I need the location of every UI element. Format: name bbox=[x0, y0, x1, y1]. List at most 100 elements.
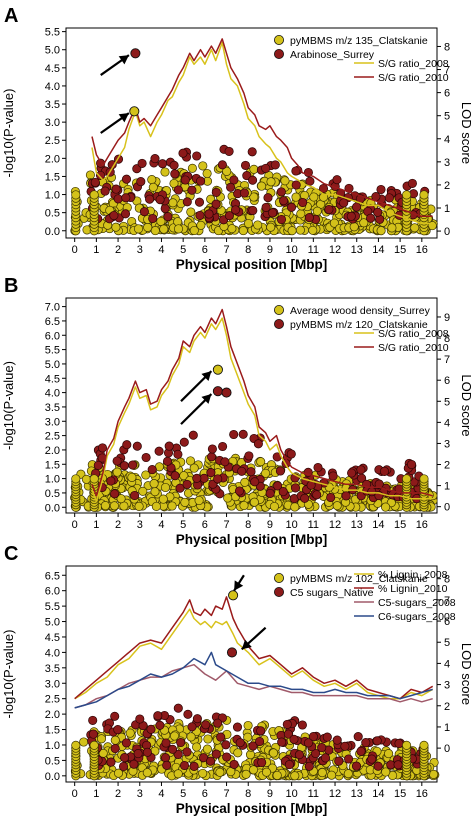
legend-line-label: S/G ratio_2008 bbox=[378, 328, 449, 340]
red-point bbox=[154, 446, 164, 456]
legend-line-label: S/G ratio_2010 bbox=[378, 342, 449, 354]
series-line-0 bbox=[91, 317, 433, 503]
x-tick-label: 10 bbox=[286, 788, 298, 800]
red-point bbox=[351, 761, 362, 771]
yellow-point bbox=[202, 744, 212, 754]
red-point bbox=[173, 185, 183, 195]
y-tick-label: 5.5 bbox=[45, 345, 60, 357]
yellow-point bbox=[312, 206, 322, 216]
y-tick-label: 1.0 bbox=[45, 190, 60, 202]
red-point bbox=[237, 466, 247, 476]
yellow-point bbox=[349, 222, 359, 232]
red-point bbox=[162, 456, 173, 466]
red-point bbox=[110, 743, 120, 754]
y-axis-label: -log10(P-value) bbox=[1, 361, 16, 450]
legend-marker bbox=[273, 49, 284, 60]
x-tick-label: 14 bbox=[372, 244, 384, 256]
red-point bbox=[290, 483, 301, 493]
highlight-point-1 bbox=[226, 647, 238, 658]
chart-panel-b: B0 1 2 3 4 5 6 7 8 9 10 11 12 13 14 15 160.00.51.01.52.0… bbox=[1, 275, 472, 547]
arrow-head bbox=[234, 580, 244, 591]
red-point bbox=[135, 714, 145, 724]
red-point bbox=[328, 471, 338, 481]
red-point bbox=[384, 193, 394, 203]
arrow-head bbox=[118, 113, 129, 123]
red-point bbox=[109, 210, 119, 221]
plot-frame bbox=[65, 565, 438, 783]
red-point bbox=[218, 441, 228, 452]
series-line-0 bbox=[91, 41, 433, 225]
chart-panel-c: C0 1 2 3 4 5 6 7 8 9 10 11 12 13 14 15 160.00.51.01.52.0… bbox=[1, 543, 472, 816]
y-tick-label: 0.5 bbox=[45, 208, 60, 220]
red-point bbox=[90, 177, 100, 187]
y-tick-label: 5.0 bbox=[45, 45, 60, 57]
yellow-point bbox=[266, 177, 276, 187]
y-tick-label: 2.0 bbox=[45, 445, 60, 457]
yellow-point bbox=[148, 182, 158, 192]
legend-line-label: S/G ratio_2010 bbox=[378, 72, 449, 84]
y-right-tick-label: 5 bbox=[444, 396, 450, 408]
red-point bbox=[279, 196, 289, 206]
x-tick-label: 5 bbox=[180, 244, 186, 256]
series-line-1 bbox=[74, 596, 434, 700]
yellow-point bbox=[295, 225, 305, 235]
y-tick-label: 0.5 bbox=[45, 755, 60, 767]
red-point bbox=[111, 184, 121, 194]
yellow-point bbox=[223, 493, 233, 503]
red-point bbox=[250, 477, 260, 487]
annotation-arrow-0 bbox=[180, 370, 213, 402]
y-tick-label: 0.5 bbox=[45, 488, 60, 500]
red-point bbox=[366, 213, 376, 223]
red-point bbox=[169, 160, 179, 170]
annotation-arrow-0 bbox=[233, 574, 245, 592]
x-tick-label: 1 bbox=[93, 788, 99, 800]
red-point bbox=[106, 476, 116, 486]
red-point bbox=[207, 444, 217, 454]
yellow-point bbox=[419, 474, 429, 484]
red-point bbox=[142, 747, 152, 757]
red-point bbox=[229, 429, 239, 440]
yellow-point bbox=[280, 176, 290, 186]
x-tick-label: 10 bbox=[286, 519, 298, 531]
red-point bbox=[121, 738, 131, 748]
yellow-point bbox=[141, 470, 151, 480]
red-point bbox=[322, 732, 332, 742]
red-point bbox=[226, 182, 236, 192]
red-point bbox=[256, 726, 266, 736]
yellow-point bbox=[79, 737, 89, 747]
red-point bbox=[244, 451, 254, 461]
legend-marker bbox=[273, 304, 284, 315]
y-tick-label: 3.5 bbox=[45, 402, 60, 414]
y-tick-label: 1.0 bbox=[45, 474, 60, 486]
red-point bbox=[277, 737, 287, 747]
red-point bbox=[121, 193, 131, 203]
red-point bbox=[393, 760, 403, 770]
x-tick-label: 14 bbox=[372, 519, 384, 531]
red-point bbox=[173, 749, 183, 759]
yellow-point bbox=[384, 749, 394, 759]
y-tick-label: 6.0 bbox=[45, 330, 60, 342]
red-point bbox=[93, 460, 103, 470]
red-point bbox=[204, 209, 214, 219]
legend-point-label: Average wood density_Surrey bbox=[290, 305, 431, 317]
yellow-point bbox=[243, 218, 254, 229]
red-point bbox=[224, 146, 234, 156]
yellow-point bbox=[138, 486, 148, 496]
yellow-point bbox=[186, 207, 196, 217]
y-right-tick-label: 1 bbox=[444, 722, 450, 734]
x-tick-label: 15 bbox=[394, 788, 406, 800]
y-right-tick-label: 2 bbox=[444, 701, 450, 713]
x-tick-label: 16 bbox=[416, 519, 428, 531]
yellow-point bbox=[261, 767, 272, 777]
annotation-arrow-0 bbox=[100, 54, 130, 76]
red-point bbox=[221, 740, 231, 750]
series-line-2 bbox=[74, 663, 433, 709]
red-point bbox=[100, 186, 110, 196]
x-tick-label: 2 bbox=[115, 519, 121, 531]
red-point bbox=[317, 743, 327, 753]
yellow-point bbox=[249, 164, 259, 174]
red-point bbox=[155, 720, 165, 730]
red-point bbox=[173, 449, 183, 459]
x-tick-label: 0 bbox=[72, 788, 78, 800]
red-point bbox=[222, 752, 232, 762]
